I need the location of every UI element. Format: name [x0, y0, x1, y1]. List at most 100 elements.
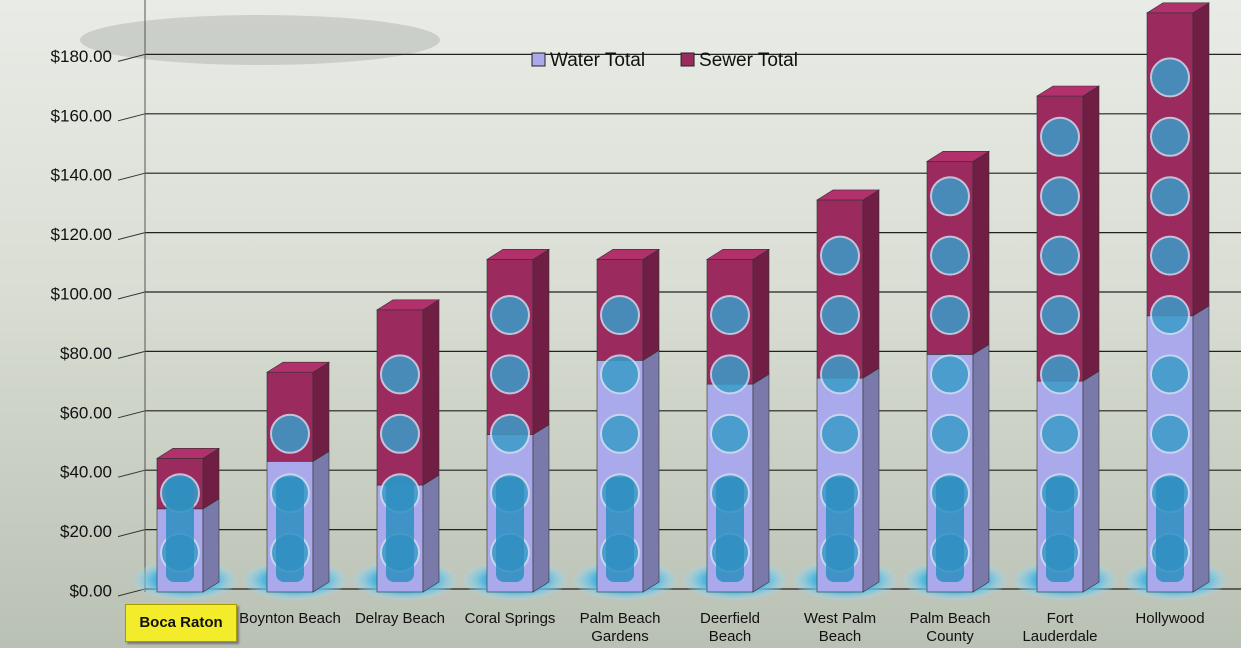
- drop: [1150, 295, 1190, 335]
- y-tick-label: $160.00: [51, 106, 112, 125]
- bar-top: [815, 189, 881, 201]
- bar-top: [375, 299, 441, 311]
- bar-front: [816, 199, 864, 379]
- y-tick-label: $120.00: [51, 225, 112, 244]
- drop: [1150, 176, 1190, 217]
- bar-side: [752, 373, 770, 593]
- fountain: [606, 477, 634, 582]
- bar-side: [972, 343, 990, 593]
- drop: [1040, 176, 1080, 217]
- fountain: [936, 477, 964, 582]
- drop: [1150, 413, 1190, 454]
- drop: [710, 295, 750, 335]
- x-tick-label: Palm Beach County: [909, 610, 991, 645]
- drop: [1040, 354, 1080, 395]
- bar-front: [486, 259, 534, 435]
- drop: [1150, 57, 1190, 98]
- bar-side: [862, 367, 880, 593]
- grid-line: [117, 529, 146, 538]
- bar-top: [705, 249, 771, 260]
- bar-side: [642, 248, 660, 361]
- fountain: [716, 477, 744, 582]
- bar-top: [595, 249, 661, 260]
- x-tick-label: Boca Raton: [125, 604, 237, 642]
- grid-line: [117, 350, 146, 359]
- bar-top: [1035, 85, 1101, 97]
- grid-line: [117, 172, 146, 181]
- drop: [820, 413, 860, 454]
- drop: [270, 413, 310, 454]
- bar-side: [422, 299, 440, 486]
- y-tick-label: $40.00: [60, 463, 112, 482]
- drop: [930, 413, 970, 454]
- drop: [820, 354, 860, 395]
- bar-side: [312, 450, 330, 593]
- bar-side: [752, 248, 770, 385]
- drop: [1040, 116, 1080, 157]
- drop: [490, 413, 530, 454]
- drop: [1040, 413, 1080, 454]
- drop: [710, 413, 750, 454]
- y-tick-label: $80.00: [60, 344, 112, 363]
- grid-line: [117, 410, 146, 419]
- y-tick-label: $180.00: [51, 47, 112, 66]
- drop: [490, 295, 530, 335]
- drop: [930, 354, 970, 395]
- bar-side: [532, 424, 550, 593]
- fountain: [496, 477, 524, 582]
- bar-side: [1082, 85, 1100, 382]
- x-tick-label: Coral Springs: [464, 610, 556, 627]
- bar-side: [1192, 2, 1210, 317]
- legend-label: Sewer Total: [699, 50, 798, 71]
- faucet: [80, 15, 440, 65]
- bar-top: [485, 249, 551, 260]
- drop: [490, 354, 530, 395]
- drop: [1150, 116, 1190, 157]
- grid-line: [117, 469, 146, 478]
- fountain: [386, 477, 414, 582]
- x-tick-label: Delray Beach: [354, 610, 446, 627]
- grid-line: [117, 53, 146, 62]
- grid-line: [117, 113, 146, 122]
- drop: [710, 354, 750, 395]
- drop: [380, 354, 420, 395]
- bar-side: [972, 150, 990, 355]
- drop: [930, 176, 970, 217]
- drop: [600, 354, 640, 395]
- drop: [380, 413, 420, 454]
- drop: [820, 295, 860, 335]
- bar-side: [642, 349, 660, 593]
- bar-side: [532, 248, 550, 436]
- x-tick-label: Deerfield Beach: [699, 610, 761, 645]
- y-tick-label: $100.00: [51, 284, 112, 303]
- drop: [600, 295, 640, 335]
- fountain: [166, 477, 194, 582]
- bar-side: [202, 447, 220, 510]
- x-tick-label: West Palm Beach: [803, 610, 877, 645]
- bar-side: [422, 474, 440, 593]
- bar-top: [925, 151, 991, 162]
- bar-side: [202, 498, 220, 593]
- x-tick-label: Fort Lauderdale: [1022, 610, 1098, 645]
- drop: [930, 295, 970, 335]
- drop: [1150, 354, 1190, 395]
- bar-side: [312, 361, 330, 462]
- fountain: [276, 477, 304, 582]
- bar-side: [862, 189, 880, 379]
- bar-side: [1192, 305, 1210, 593]
- x-tick-label: Hollywood: [1135, 610, 1205, 627]
- legend-label: Water Total: [550, 50, 645, 71]
- x-tick-label: Palm Beach Gardens: [579, 610, 661, 645]
- bar-top: [155, 448, 221, 459]
- fountain: [826, 477, 854, 582]
- fountain: [1156, 477, 1184, 582]
- fountain: [1046, 477, 1074, 582]
- drop: [1040, 295, 1080, 335]
- bar-top: [265, 361, 331, 373]
- legend-swatch: [531, 52, 546, 67]
- y-tick-label: $20.00: [60, 522, 112, 541]
- bar-front: [376, 309, 424, 486]
- drop: [1150, 235, 1190, 276]
- grid-line: [117, 232, 146, 241]
- drop: [600, 413, 640, 454]
